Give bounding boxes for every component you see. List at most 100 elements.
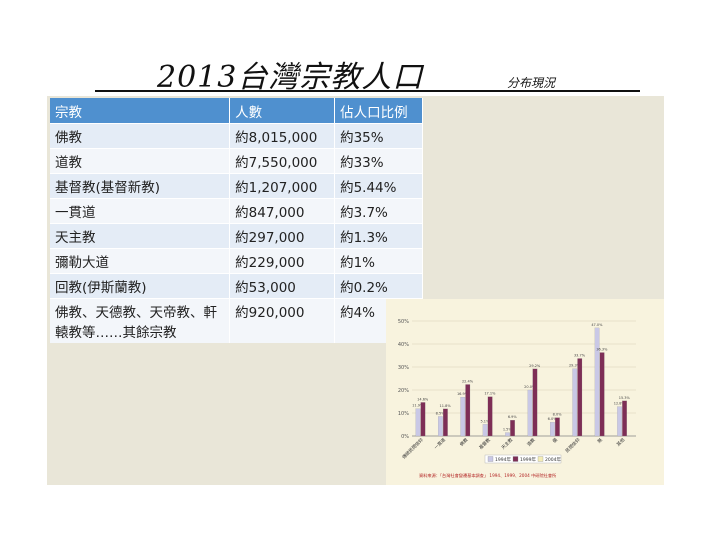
bar [460, 397, 466, 437]
data-label: 22.4% [462, 379, 474, 383]
bar [442, 408, 448, 437]
title-bar: 2013台灣宗教人口 分布現況 [95, 52, 640, 95]
table-row: 佛教、天德教、天帝教、軒轅教等……其餘宗教 約920,000 約4% [50, 298, 423, 343]
x-tick-label: 佛教 [458, 436, 470, 448]
cell-religion: 佛教、天德教、天帝教、軒轅教等……其餘宗教 [50, 298, 231, 343]
cell-religion: 天主教 [50, 223, 231, 249]
x-tick-label: 民間信仰 [564, 436, 582, 454]
bar [465, 384, 471, 437]
data-label: 15.3% [619, 396, 631, 400]
x-tick-label: 天主教 [500, 436, 515, 451]
table-row: 天主教 約297,000 約1.3% [50, 223, 423, 249]
legend-label: 1994年 [495, 456, 511, 463]
data-label: 36.3% [596, 348, 608, 352]
data-label: 8.5% [436, 411, 446, 415]
data-label: 1.5% [503, 428, 513, 432]
bar [532, 368, 538, 437]
cell-percentage: 約5.44% [334, 173, 423, 199]
religion-table: 宗教 人數 佔人口比例 佛教 約8,015,000 約35% 道教 約7,550… [50, 98, 423, 343]
table-row: 佛教 約8,015,000 約35% [50, 123, 423, 149]
table-row: 道教 約7,550,000 約33% [50, 148, 423, 174]
legend-swatch [537, 456, 544, 462]
x-tick-label: 儒 [551, 436, 559, 444]
bar [617, 406, 622, 437]
bar [550, 422, 555, 437]
x-tick-label: 其他 [615, 436, 627, 448]
table-row: 回教(伊斯蘭教) 約53,000 約0.2% [50, 273, 423, 299]
bar [599, 352, 605, 437]
bar [482, 424, 488, 437]
data-label: 11.9% [412, 404, 424, 408]
bar [505, 432, 510, 437]
data-label: 29.2% [529, 364, 541, 368]
cell-percentage: 約1% [334, 248, 423, 274]
cell-religion: 一貫道 [50, 198, 231, 224]
data-label: 14.6% [417, 397, 429, 401]
cell-population: 約297,000 [229, 223, 336, 249]
bar [487, 396, 493, 437]
bar [572, 368, 578, 437]
cell-population: 約920,000 [229, 298, 336, 343]
data-label: 11.8% [440, 404, 452, 408]
legend-swatch [487, 456, 494, 462]
data-label: 6.9% [508, 415, 518, 419]
y-tick-label: 20% [398, 388, 409, 394]
table-row: 彌勒大道 約229,000 約1% [50, 248, 423, 274]
x-tick-label: 基督教 [477, 436, 492, 451]
data-label: 6.0% [548, 417, 558, 421]
data-label: 20.0% [524, 385, 536, 389]
cell-religion: 回教(伊斯蘭教) [50, 273, 231, 299]
cell-population: 約847,000 [229, 198, 336, 224]
cell-percentage: 約3.7% [334, 198, 423, 224]
data-label: 12.8% [614, 402, 626, 406]
legend-swatch [512, 456, 519, 462]
data-label: 8.0% [553, 413, 563, 417]
bar [527, 389, 533, 437]
bar [555, 417, 560, 437]
cell-population: 約7,550,000 [229, 148, 336, 174]
x-tick-label: 道教 [525, 436, 537, 448]
bar [577, 358, 583, 437]
survey-chart: 0% 10% 20% 30% 40% 50% 11.9% 14.6% 傳統民間信仰 8.5% 11.… [386, 299, 664, 485]
data-label: 29.3% [569, 364, 581, 368]
bar [415, 408, 421, 437]
data-label: 17.1% [484, 392, 496, 396]
x-tick-label: 一貫道 [433, 436, 448, 451]
bar [437, 416, 443, 437]
cell-percentage: 約0.2% [334, 273, 423, 299]
data-label: 5.1% [480, 419, 490, 423]
cell-percentage: 約35% [334, 123, 423, 149]
header-religion: 宗教 [50, 98, 231, 124]
y-tick-label: 40% [398, 342, 409, 348]
source-note: 資料來源：「台灣社會變遷基本調查」 1994、1999、2004 中研院社會所 [419, 472, 556, 479]
cell-religion: 彌勒大道 [50, 248, 231, 274]
legend-label: 2004年 [545, 456, 561, 463]
data-label: 47.0% [591, 323, 603, 327]
header-population: 人數 [229, 98, 336, 124]
legend-box [484, 454, 562, 464]
cell-population: 約8,015,000 [229, 123, 336, 149]
cell-percentage: 約1.3% [334, 223, 423, 249]
page-subtitle: 分布現況 [507, 76, 556, 90]
legend-label: 1999年 [520, 456, 536, 463]
data-label: 33.7% [574, 353, 586, 357]
bar [622, 400, 627, 437]
bar-chart: 0%10%20%30%40%50%11.9%14.6%傳統民間信仰8.5%11.… [398, 319, 636, 479]
cell-religion: 基督教(基督新教) [50, 173, 231, 199]
y-tick-label: 30% [398, 365, 409, 371]
table-row: 基督教(基督新教) 約1,207,000 約5.44% [50, 173, 423, 199]
cell-population: 約1,207,000 [229, 173, 336, 199]
page-title: 2013台灣宗教人口 [157, 60, 424, 95]
y-tick-label: 0% [401, 434, 409, 440]
cell-percentage: 約33% [334, 148, 423, 174]
cell-population: 約229,000 [229, 248, 336, 274]
header-percentage: 佔人口比例 [334, 98, 423, 124]
table-row: 一貫道 約847,000 約3.7% [50, 198, 423, 224]
cell-religion: 道教 [50, 148, 231, 174]
y-tick-label: 50% [398, 319, 409, 325]
cell-population: 約53,000 [229, 273, 336, 299]
bar [420, 402, 426, 437]
x-tick-label: 無 [596, 436, 604, 444]
bar [510, 420, 515, 437]
table-header-row: 宗教 人數 佔人口比例 [50, 98, 423, 124]
